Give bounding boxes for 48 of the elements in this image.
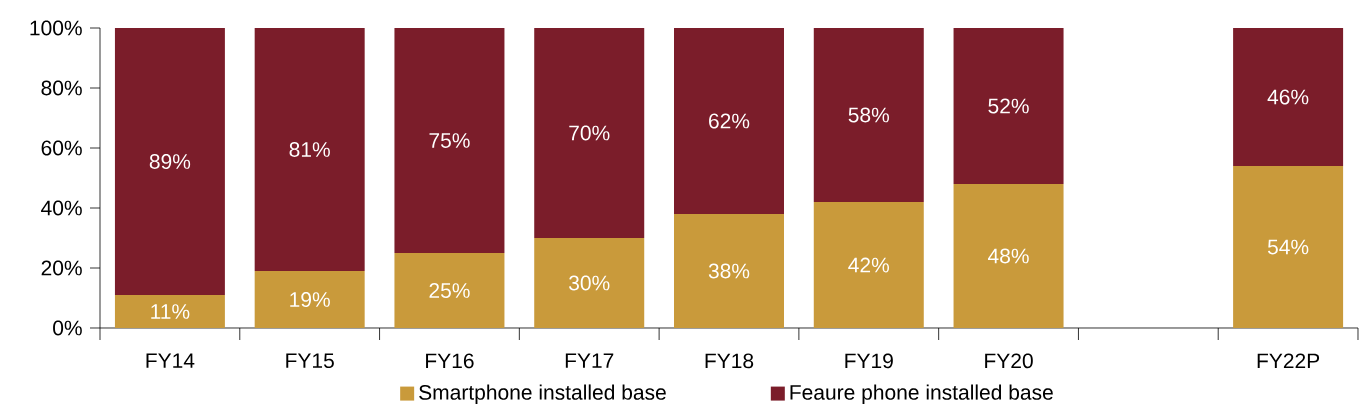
data-label: 52% (988, 98, 1029, 114)
y-tick-label: 20% (41, 260, 82, 276)
y-tick-label: 0% (53, 320, 82, 336)
bar (1233, 166, 1344, 328)
bar (953, 184, 1064, 328)
x-tick-label: FY14 (146, 353, 195, 368)
data-label: 75% (429, 133, 470, 148)
bar (674, 214, 784, 328)
data-label: 30% (569, 275, 610, 291)
bar (953, 28, 1064, 184)
y-tick-label: 40% (41, 200, 82, 216)
y-tick-label: 80% (41, 80, 82, 96)
y-tick-label: 100% (30, 20, 82, 36)
bar (254, 28, 365, 272)
x-tick-label: FY18 (705, 353, 754, 369)
bar (394, 253, 505, 328)
y-tick-label: 60% (41, 140, 82, 156)
x-tick-label: FY16 (426, 353, 474, 369)
data-label: 89% (149, 154, 191, 169)
legend-label: Smartphone installed base (419, 384, 666, 404)
x-tick-label: FY15 (286, 353, 334, 369)
bar (813, 28, 924, 202)
bar (114, 295, 225, 328)
data-label: 42% (848, 257, 890, 273)
bar (114, 28, 225, 295)
x-tick-label: FY17 (565, 353, 614, 368)
data-label: 38% (708, 263, 750, 279)
legend-label: Feaure phone installed base (790, 384, 1053, 404)
bar (674, 28, 784, 215)
x-tick-label: FY22P (1257, 353, 1320, 369)
data-label: 19% (290, 292, 330, 307)
data-label: 70% (569, 125, 610, 141)
bar (534, 238, 645, 328)
data-label: 54% (1267, 239, 1309, 255)
data-label: 46% (1267, 89, 1309, 105)
bar (813, 202, 924, 328)
data-label: 11% (151, 304, 190, 319)
data-label: 58% (848, 107, 890, 123)
data-label: 25% (429, 283, 470, 298)
data-label: 62% (709, 113, 750, 129)
x-tick-label: FY19 (845, 353, 893, 369)
bar (254, 271, 365, 328)
bar (1233, 28, 1344, 167)
data-label: 48% (988, 248, 1029, 264)
bar (394, 28, 505, 253)
bar (534, 28, 645, 238)
data-label: 81% (289, 142, 330, 157)
x-tick-label: FY20 (985, 353, 1033, 369)
